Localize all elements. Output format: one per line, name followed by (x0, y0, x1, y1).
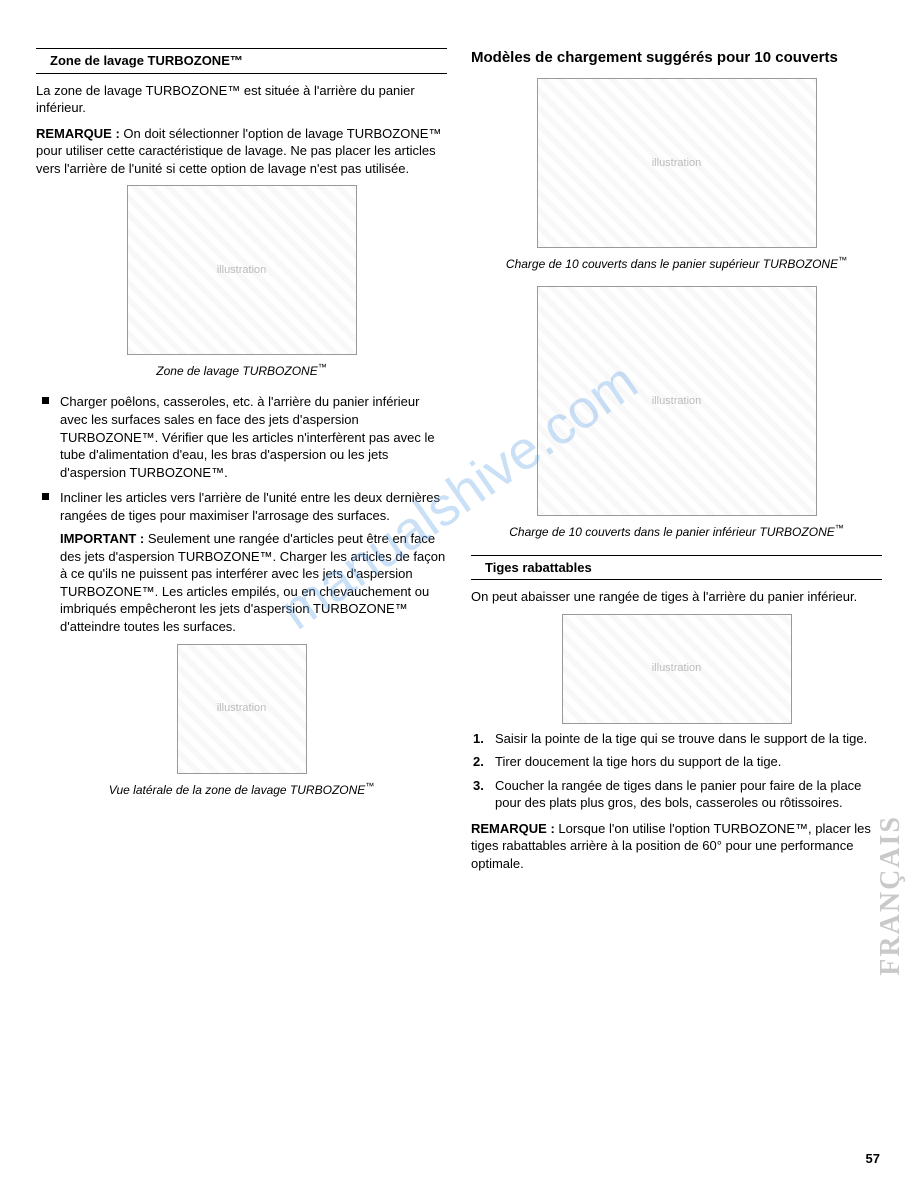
small-caps: URBO (297, 783, 332, 797)
figure-caption-2: Vue latérale de la zone de lavage TURBOZ… (36, 780, 447, 798)
paragraph-remarque: REMARQUE : On doit sélectionner l'option… (36, 125, 447, 178)
section-head-tiges: Tiges rabattables (471, 555, 882, 581)
small-caps: ONE (113, 430, 141, 445)
figure-caption-4: Charge de 10 couverts dans le panier inf… (471, 522, 882, 540)
figure-placeholder-text: illustration (652, 661, 702, 676)
small-caps: URBO (321, 601, 359, 616)
figure-placeholder-text: illustration (217, 701, 267, 716)
figure-lower-rack: illustration (471, 286, 882, 516)
small-caps: URBO (250, 364, 285, 378)
step-1: Saisir la pointe de la tige qui se trouv… (471, 730, 882, 748)
figure-caption-3: Charge de 10 couverts dans le panier sup… (471, 254, 882, 272)
bullet-list: Charger poêlons, casseroles, etc. à l'ar… (36, 393, 447, 635)
important-paragraph: IMPORTANT : Seulement une rangée d'artic… (60, 530, 447, 635)
figure-caption-1: Zone de lavage TURBOZONE™ (36, 361, 447, 379)
text: Charge de 10 couverts dans le panier sup… (506, 257, 770, 271)
right-column: Modèles de chargement suggérés pour 10 c… (471, 48, 882, 881)
trademark: ™ (318, 362, 327, 372)
figure-placeholder-text: illustration (652, 156, 702, 171)
figure-upper-rack: illustration (471, 78, 882, 248)
bullet-item-2: Incliner les articles vers l'arrière de … (36, 489, 447, 635)
small-caps: ONE (183, 465, 211, 480)
figure-turbozone-rack: illustration (36, 185, 447, 355)
numbered-steps: Saisir la pointe de la tige qui se trouv… (471, 730, 882, 812)
small-caps: URBO (355, 126, 393, 141)
section-head-text: Zone de lavage TURBOZONE™ (50, 53, 243, 68)
text: Incliner les articles vers l'arrière de … (60, 490, 440, 523)
text: Zone de lavage T (156, 364, 249, 378)
small-caps: ONE (809, 525, 835, 539)
left-column: Zone de lavage TURBOZONE™ La zone de lav… (36, 48, 447, 881)
small-caps: ONE (231, 549, 259, 564)
text: Z (191, 83, 199, 98)
text: On doit sélectionner l'option de lavage … (120, 126, 355, 141)
small-caps: ONE (812, 257, 838, 271)
text: Z (284, 364, 291, 378)
small-caps: URBO (154, 83, 192, 98)
figure-placeholder-text: illustration (217, 263, 267, 278)
figure-placeholder: illustration (537, 286, 817, 516)
remarque-label: REMARQUE : (36, 126, 120, 141)
text: Z (801, 525, 808, 539)
page-content: Zone de lavage TURBOZONE™ La zone de lav… (36, 48, 882, 881)
figure-placeholder: illustration (127, 185, 357, 355)
figure-side-view: illustration (36, 644, 447, 774)
figure-placeholder: illustration (177, 644, 307, 774)
small-caps: URBO (68, 430, 106, 445)
section-head-text: Tiges rabattables (485, 560, 592, 575)
right-heading: Modèles de chargement suggérés pour 10 c… (471, 48, 882, 68)
text: ™. (211, 465, 228, 480)
vertical-language-label: FRANÇAIS (872, 815, 910, 976)
small-caps: ONE (400, 126, 428, 141)
text: Z (175, 465, 183, 480)
bullet-item-1: Charger poêlons, casseroles, etc. à l'ar… (36, 393, 447, 481)
small-caps: URBO (186, 549, 224, 564)
small-caps: URBO (767, 525, 802, 539)
step-2: Tirer doucement la tige hors du support … (471, 753, 882, 771)
small-caps: ONE (292, 364, 318, 378)
text: Charge de 10 couverts dans le panier inf… (509, 525, 766, 539)
figure-placeholder: illustration (537, 78, 817, 248)
page-number: 57 (866, 1150, 880, 1168)
text: La zone de lavage T (36, 83, 154, 98)
paragraph-intro: La zone de lavage TURBOZONE™ est située … (36, 82, 447, 117)
paragraph-tiges: On peut abaisser une rangée de tiges à l… (471, 588, 882, 606)
paragraph-remarque-2: REMARQUE : Lorsque l'on utilise l'option… (471, 820, 882, 873)
figure-placeholder: illustration (562, 614, 792, 724)
small-caps: URBO (137, 465, 175, 480)
figure-fold-tines: illustration (471, 614, 882, 724)
important-label: IMPORTANT : (60, 531, 144, 546)
trademark: ™ (365, 781, 374, 791)
trademark: ™ (838, 255, 847, 265)
step-3: Coucher la rangée de tiges dans le panie… (471, 777, 882, 812)
small-caps: ONE (339, 783, 365, 797)
small-caps: URBO (770, 257, 805, 271)
text: Vue latérale de la zone de lavage T (109, 783, 298, 797)
section-head-turbozone: Zone de lavage TURBOZONE™ (36, 48, 447, 74)
text: Z (805, 257, 812, 271)
small-caps: URBO (68, 584, 106, 599)
remarque-label: REMARQUE : (471, 821, 555, 836)
figure-placeholder-text: illustration (652, 394, 702, 409)
small-caps: ONE (113, 584, 141, 599)
small-caps: ONE (199, 83, 227, 98)
trademark: ™ (835, 523, 844, 533)
small-caps: ONE (366, 601, 394, 616)
